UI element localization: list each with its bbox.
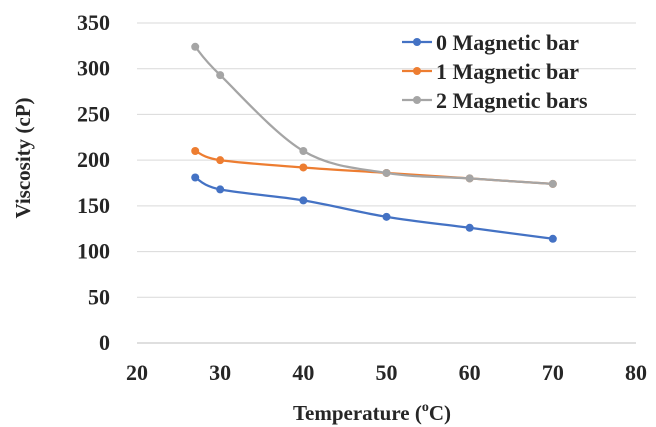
data-point xyxy=(216,156,225,165)
series-group xyxy=(191,42,557,243)
legend-swatch-marker xyxy=(413,67,421,75)
data-point xyxy=(465,223,474,232)
x-tick-label: 70 xyxy=(542,360,564,385)
y-tick-label: 200 xyxy=(77,147,110,172)
y-axis-title: Viscosity (cP) xyxy=(11,97,35,218)
x-tick-label: 50 xyxy=(376,360,398,385)
data-point xyxy=(465,174,474,183)
data-point xyxy=(299,147,308,155)
x-tick-label: 60 xyxy=(459,360,481,385)
data-point xyxy=(191,173,200,182)
data-point xyxy=(299,196,308,205)
x-axis-title: Temperature (oC) xyxy=(293,400,451,425)
data-point xyxy=(299,163,308,172)
data-point xyxy=(382,212,391,221)
y-tick-label: 50 xyxy=(88,284,110,309)
y-tick-labels: 0 50 100 150 200 250 300 350 xyxy=(77,10,110,355)
y-tick-label: 0 xyxy=(99,330,110,355)
data-point xyxy=(548,179,557,188)
legend-label: 0 Magnetic bar xyxy=(436,30,579,55)
data-point xyxy=(216,71,225,80)
legend: 0 Magnetic bar 1 Magnetic bar 2 Magnetic b… xyxy=(402,30,588,113)
x-axis-title-after: C) xyxy=(429,401,451,425)
data-point xyxy=(191,42,200,51)
x-tick-labels: 20 30 40 50 60 70 80 xyxy=(126,360,647,385)
x-axis-title-before: Temperature ( xyxy=(293,401,422,425)
data-point xyxy=(216,185,225,194)
y-tick-label: 100 xyxy=(77,239,110,264)
data-point xyxy=(382,168,391,177)
x-tick-label: 40 xyxy=(292,360,314,385)
x-tick-label: 80 xyxy=(625,360,647,385)
data-point xyxy=(548,234,557,243)
y-tick-label: 300 xyxy=(77,56,110,81)
legend-swatch-marker xyxy=(413,96,421,104)
series-line xyxy=(194,176,553,240)
legend-label: 1 Magnetic bar xyxy=(436,59,579,84)
x-axis-title-superscript: o xyxy=(422,400,429,415)
legend-swatch-marker xyxy=(413,38,421,46)
legend-label: 2 Magnetic bars xyxy=(436,88,588,113)
y-tick-label: 150 xyxy=(77,193,110,218)
series-line xyxy=(194,149,553,186)
data-point xyxy=(191,147,200,155)
y-tick-label: 250 xyxy=(77,101,110,126)
y-tick-label: 350 xyxy=(77,10,110,35)
x-tick-label: 30 xyxy=(209,360,231,385)
x-tick-label: 20 xyxy=(126,360,148,385)
